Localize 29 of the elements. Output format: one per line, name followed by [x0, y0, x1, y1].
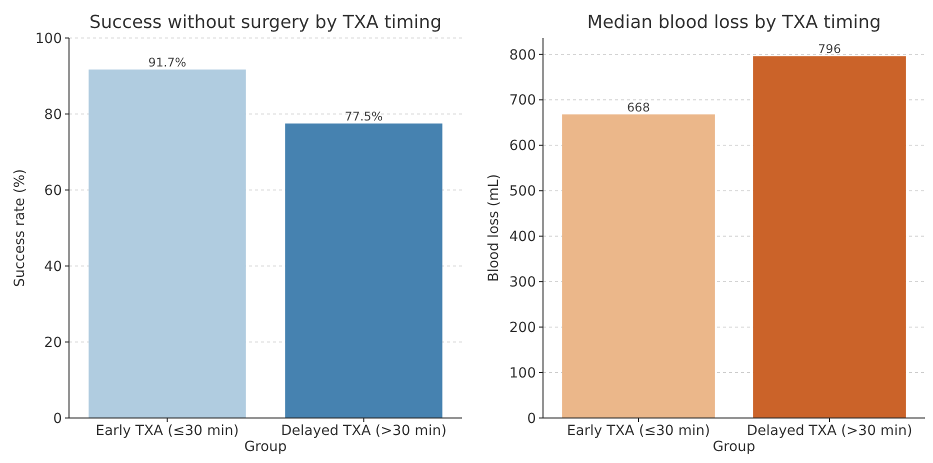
y-tick-label: 800: [509, 47, 536, 64]
y-tick-label: 80: [44, 106, 62, 123]
y-tick-label: 20: [44, 334, 62, 351]
x-tick-label: Early TXA (≤30 min): [96, 423, 239, 439]
x-tick-label: Early TXA (≤30 min): [566, 423, 710, 439]
chart-title: Median blood loss by TXA timing: [587, 12, 881, 33]
x-tick-label: Delayed TXA (>30 min): [746, 423, 912, 439]
y-tick-label: 0: [527, 410, 536, 427]
y-axis-title: Blood loss (mL): [486, 174, 502, 282]
y-tick-label: 700: [509, 92, 536, 109]
y-tick-label: 60: [44, 182, 62, 199]
x-tick-label: Delayed TXA (>30 min): [280, 423, 447, 439]
y-tick-label: 500: [509, 184, 536, 200]
data-label: 77.5%: [344, 110, 383, 124]
y-tick-label: 100: [509, 365, 536, 382]
y-tick-label: 400: [509, 229, 536, 246]
y-tick-label: 200: [509, 320, 536, 336]
x-axis-title: Group: [712, 439, 756, 455]
data-label: 668: [627, 100, 650, 114]
data-label: 796: [818, 42, 841, 56]
y-tick-label: 100: [35, 30, 62, 47]
chart-title: Success without surgery by TXA timing: [89, 12, 442, 33]
y-tick-label: 0: [53, 410, 62, 427]
y-axis-title: Success rate (%): [12, 169, 28, 287]
y-tick-label: 300: [509, 274, 536, 291]
x-axis-title: Group: [244, 439, 287, 455]
y-tick-label: 600: [509, 138, 536, 154]
y-tick-label: 40: [44, 258, 62, 275]
data-label: 91.7%: [148, 56, 186, 70]
